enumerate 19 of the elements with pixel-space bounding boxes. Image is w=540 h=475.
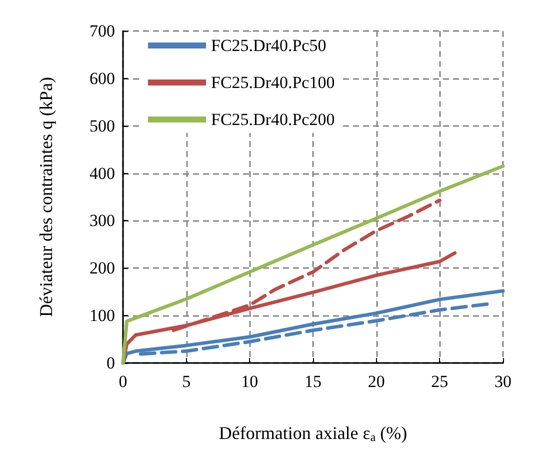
x-tick-label: 0 xyxy=(118,372,128,391)
y-tick-label: 700 xyxy=(90,22,115,40)
x-tick-label: 15 xyxy=(304,372,322,391)
y-tick-label: 100 xyxy=(90,306,115,326)
y-tick-label: 500 xyxy=(90,116,115,136)
y-tick-label: 300 xyxy=(90,211,115,230)
x-tick-label: 10 xyxy=(241,372,258,391)
legend-label: FC25.Dr40.Pc100 xyxy=(211,73,335,92)
x-tick-label: 5 xyxy=(182,372,191,391)
x-tick-label: 30 xyxy=(494,372,512,391)
y-tick-label: 600 xyxy=(90,68,115,88)
y-tick-label: 400 xyxy=(90,164,115,183)
legend-label: FC25.Dr40.Pc50 xyxy=(211,36,326,55)
y-tick-label: 200 xyxy=(90,258,115,278)
x-tick-label: 25 xyxy=(431,372,448,391)
y-axis-title: Déviateur des contraintes q (kPa) xyxy=(36,77,56,317)
legend-label: FC25.Dr40.Pc200 xyxy=(211,110,335,129)
x-tick-label: 20 xyxy=(368,372,385,391)
y-tick-label: 0 xyxy=(106,354,115,372)
